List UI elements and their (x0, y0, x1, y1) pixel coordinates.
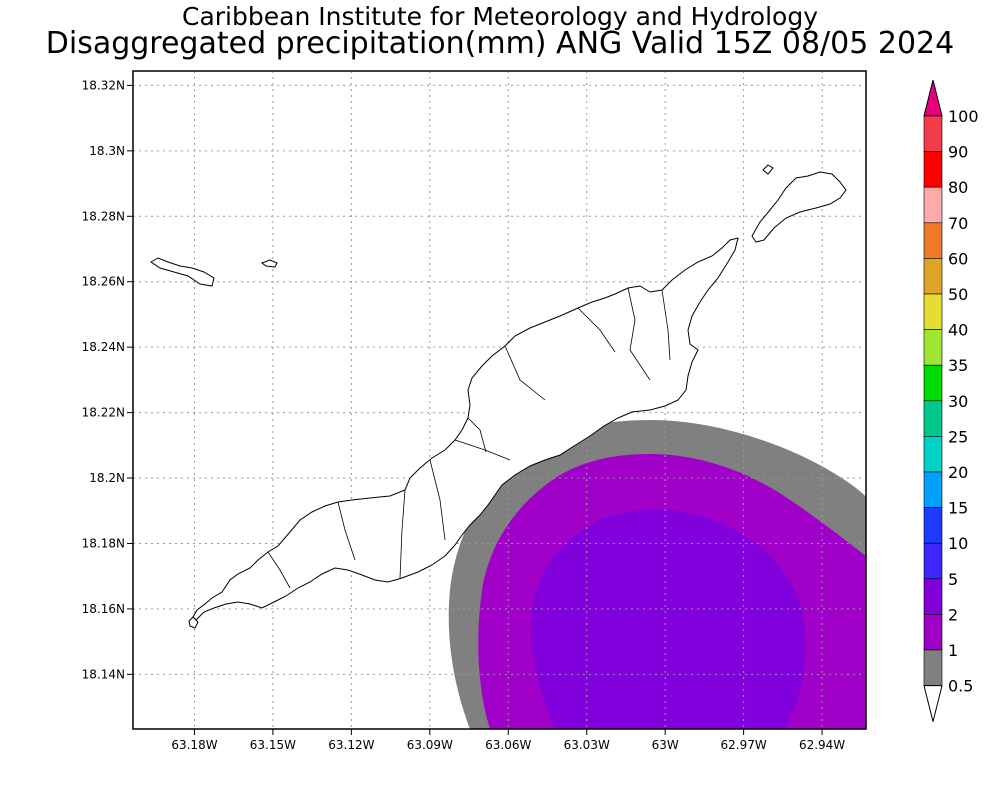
colorbar-label: 40 (948, 321, 968, 340)
lat-tick-label: 18.3N (89, 144, 125, 158)
colorbar-swatch (923, 293, 943, 330)
district-boundaries (267, 287, 671, 589)
longitude-axis: 63.18W 63.15W 63.12W 63.09W 63.06W 63.03W 63W 6… (171, 729, 845, 752)
colorbar-label: 10 (948, 534, 968, 553)
colorbar-label: 0.5 (948, 677, 973, 696)
coastline (150, 164, 847, 629)
colorbar-label: 1 (948, 641, 958, 660)
lon-tick-label: 63.12W (328, 738, 374, 752)
colorbar-swatch (923, 614, 943, 651)
lon-tick-label: 63.09W (407, 738, 453, 752)
lat-tick-label: 18.22N (82, 406, 125, 420)
colorbar-label: 80 (948, 178, 968, 197)
colorbar-swatch (923, 649, 943, 686)
lat-tick-label: 18.32N (82, 78, 125, 92)
sandy-island-cay-west (150, 257, 215, 287)
colorbar-swatch (923, 151, 943, 188)
precipitation-field (448, 420, 866, 729)
lon-tick-label: 63.03W (564, 738, 610, 752)
latitude-axis: 18.32N 18.3N 18.28N 18.26N 18.24N 18.22N 18.2N… (82, 78, 133, 681)
colorbar-label: 20 (948, 463, 968, 482)
lon-tick-label: 62.97W (721, 738, 767, 752)
lat-tick-label: 18.16N (82, 602, 125, 616)
lat-tick-label: 18.26N (82, 275, 125, 289)
colorbar-label: 90 (948, 143, 968, 162)
sombrero-cay (762, 164, 774, 175)
colorbar-label: 25 (948, 427, 968, 446)
colorbar-swatch (923, 329, 943, 366)
colorbar-swatch (923, 471, 943, 508)
colorbar-label: 50 (948, 285, 968, 304)
anguilla-scrub-island (751, 171, 847, 243)
colorbar-top-arrow (923, 79, 943, 117)
lat-tick-label: 18.2N (89, 471, 125, 485)
colorbar-swatch (923, 542, 943, 580)
anguilla-main-island (192, 237, 739, 621)
colorbar-swatch (923, 186, 943, 224)
lat-tick-label: 18.18N (82, 536, 125, 550)
colorbar-bottom-arrow (923, 685, 943, 722)
colorbar-swatch (923, 258, 943, 295)
colorbar-swatch (923, 578, 943, 615)
lat-tick-label: 18.28N (82, 209, 125, 223)
lat-tick-label: 18.24N (82, 340, 125, 354)
colorbar-swatch (923, 222, 943, 259)
lat-tick-label: 18.14N (82, 667, 125, 681)
colorbar-swatch (923, 364, 943, 402)
map-frame (132, 70, 867, 730)
colorbar-label: 5 (948, 570, 958, 589)
colorbar-label: 70 (948, 214, 968, 233)
colorbar-label: 100 (948, 107, 979, 126)
precipitation-colorbar: 100 90 80 70 60 50 40 35 30 25 20 15 10 5 2 1 0.5 (923, 79, 979, 722)
colorbar-swatch (923, 400, 943, 437)
map-title-product: Disaggregated precipitation(mm) ANG Vali… (45, 26, 955, 61)
map-title-institute: Caribbean Institute for Meteorology and … (182, 2, 818, 31)
lon-tick-label: 63W (652, 738, 679, 752)
colorbar-label: 2 (948, 605, 958, 624)
colorbar-swatch (923, 115, 943, 152)
prickly-pear-cay (260, 259, 278, 268)
colorbar-swatch (923, 436, 943, 473)
colorbar-swatch (923, 507, 943, 544)
colorbar-label: 60 (948, 249, 968, 268)
lon-tick-label: 63.06W (485, 738, 531, 752)
lon-tick-label: 62.94W (799, 738, 845, 752)
dog-island-cay (188, 616, 199, 629)
colorbar-label: 30 (948, 392, 968, 411)
colorbar-label: 15 (948, 499, 968, 518)
colorbar-label: 35 (948, 356, 968, 375)
lon-tick-label: 63.15W (250, 738, 296, 752)
precip-contour-2mm (531, 509, 806, 729)
lon-tick-label: 63.18W (171, 738, 217, 752)
